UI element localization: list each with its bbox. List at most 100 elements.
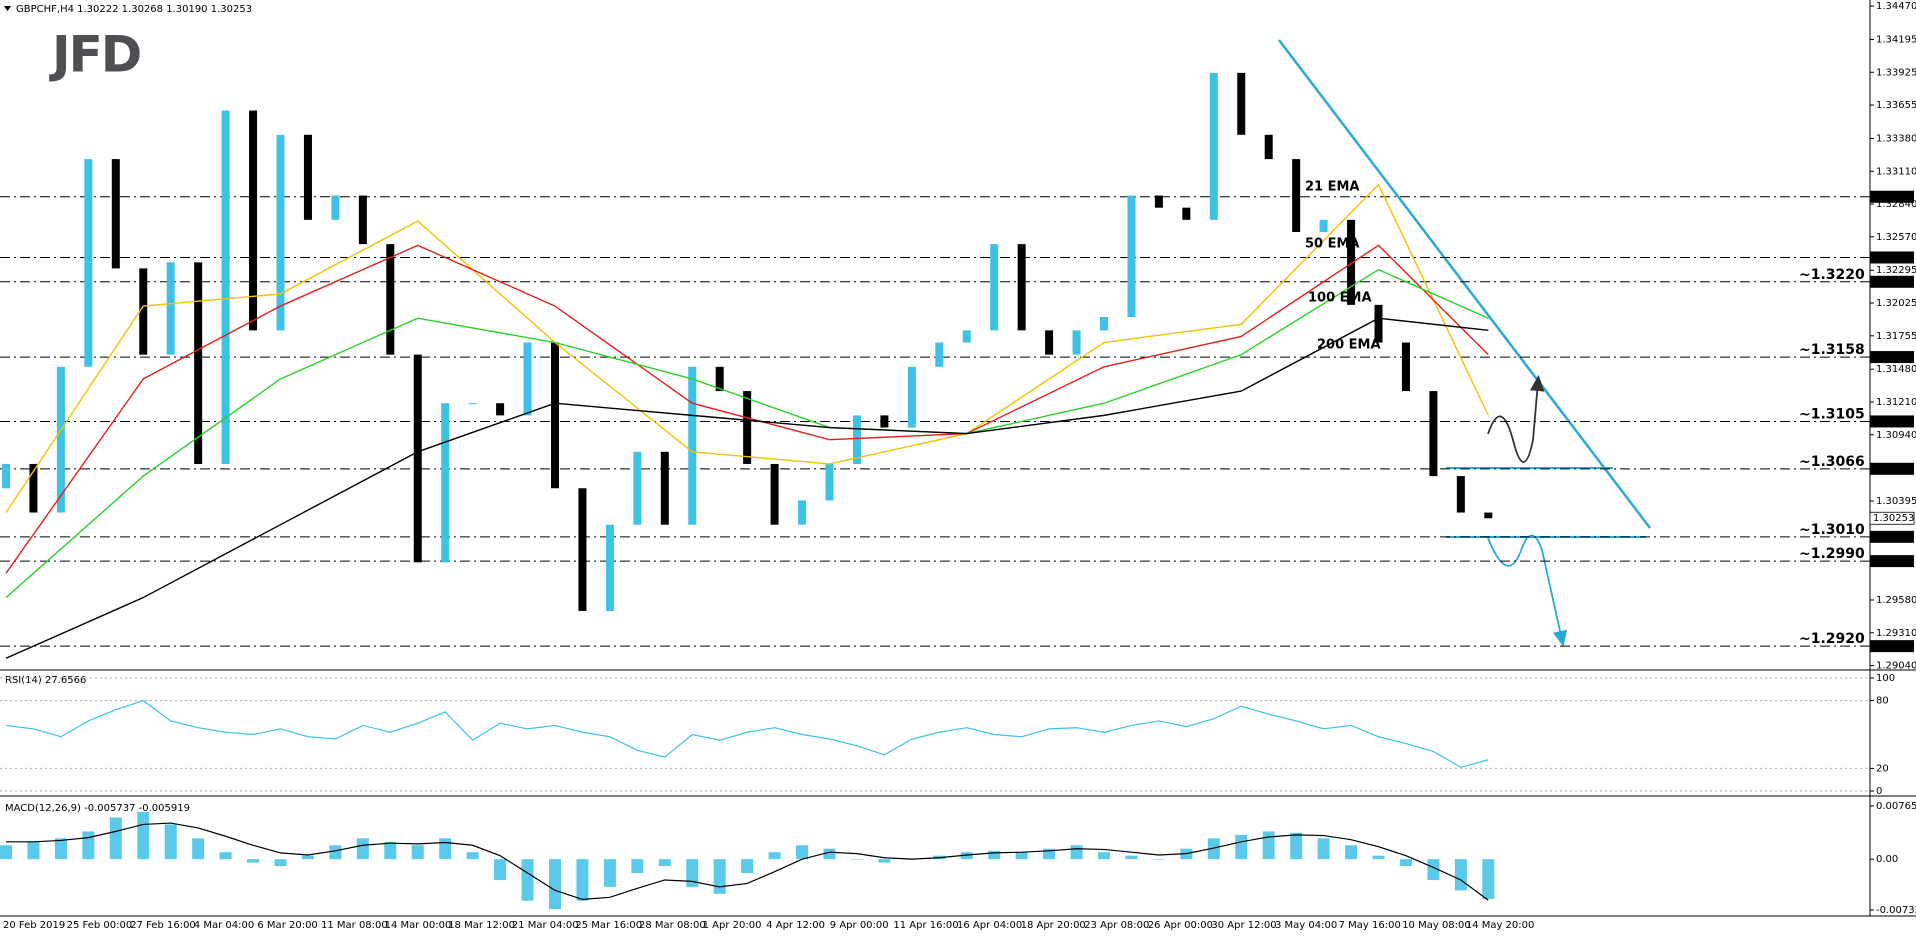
y-tick-label: 80 <box>1876 696 1889 707</box>
x-tick-label: 30 Apr 12:00 <box>1211 920 1276 931</box>
macd-bar <box>54 838 67 860</box>
macd-bar <box>384 841 397 860</box>
macd-bar <box>1125 855 1138 860</box>
current-price-label: 1.30253 <box>1873 513 1914 524</box>
candle <box>605 524 614 611</box>
level-annotation: ~1.3010 <box>1799 522 1865 538</box>
macd-bar <box>356 838 369 860</box>
macd-bar <box>1345 845 1358 860</box>
macd-bar <box>1372 855 1385 860</box>
y-tick-label: 1.30395 <box>1876 496 1916 507</box>
trendline <box>1278 39 1651 529</box>
level-label: 1.32200 <box>1873 277 1914 288</box>
level-box <box>1870 640 1914 653</box>
candle <box>880 415 889 428</box>
candle <box>139 268 148 355</box>
downside-projection <box>1487 534 1568 648</box>
macd-bar <box>1262 831 1275 860</box>
candle <box>990 244 999 331</box>
macd-bar <box>1290 832 1303 860</box>
level-box <box>1870 415 1914 428</box>
candle <box>743 391 752 464</box>
x-tick-label: 14 Mar 00:00 <box>385 920 452 931</box>
candle <box>441 403 450 563</box>
macd-bar <box>27 841 40 860</box>
level-box <box>1870 275 1914 288</box>
macd-bar <box>521 859 534 901</box>
macd-bar <box>1454 859 1467 891</box>
candle <box>715 366 724 392</box>
macd-bar <box>219 852 232 860</box>
y-tick-label: 1.30940 <box>1876 430 1916 441</box>
macd-bar <box>466 852 479 860</box>
candle <box>221 110 230 464</box>
candle <box>56 366 65 513</box>
candle <box>770 463 779 525</box>
candle <box>1072 330 1081 355</box>
macd-bar <box>439 838 452 860</box>
x-tick-label: 20 Feb 2019 <box>3 920 65 931</box>
candle <box>166 262 175 355</box>
macd-bar <box>796 845 809 860</box>
candle <box>523 342 532 416</box>
candle <box>1374 304 1383 343</box>
candle <box>1209 72 1218 220</box>
y-tick-label: 1.32840 <box>1876 199 1916 210</box>
candle <box>1182 207 1191 220</box>
candle <box>468 403 477 405</box>
ema-line <box>5 183 1489 513</box>
candle <box>331 195 340 220</box>
level-annotation: ~1.3066 <box>1799 454 1865 470</box>
macd-bar <box>1427 859 1440 880</box>
candle <box>1264 134 1273 160</box>
macd-bar <box>960 852 973 860</box>
macd-bar <box>274 859 287 867</box>
macd-bar <box>1482 859 1495 899</box>
candle <box>1347 219 1356 305</box>
candle <box>578 488 587 611</box>
x-tick-label: 10 May 08:00 <box>1402 920 1471 931</box>
x-tick-label: 4 Mar 04:00 <box>194 920 254 931</box>
x-tick-label: 26 Apr 00:00 <box>1148 920 1213 931</box>
macd-bar <box>82 831 95 860</box>
x-tick-label: 6 Mar 20:00 <box>257 920 317 931</box>
macd-bar <box>1070 845 1083 860</box>
candle <box>907 366 916 428</box>
macd-bar <box>247 859 260 863</box>
level-box <box>1870 351 1914 364</box>
x-tick-label: 25 Mar 16:00 <box>575 920 642 931</box>
y-tick-label: 1.33655 <box>1876 100 1916 111</box>
candle <box>1154 195 1163 208</box>
x-tick-label: 27 Feb 16:00 <box>130 920 196 931</box>
macd-bar <box>768 852 781 860</box>
x-tick-label: 9 Apr 00:00 <box>830 920 889 931</box>
macd-bar <box>329 845 342 860</box>
level-annotation: ~1.2920 <box>1799 631 1865 647</box>
candle <box>935 342 944 367</box>
candle <box>413 354 422 563</box>
macd-bar <box>850 859 863 860</box>
macd-bar <box>823 848 836 860</box>
level-label: 1.31050 <box>1873 416 1914 427</box>
panel-title: RSI(14) 27.6566 <box>5 675 86 686</box>
macd-bar <box>988 850 1001 860</box>
x-tick-label: 18 Mar 12:00 <box>448 920 515 931</box>
y-tick-label: 0.007659 <box>1876 801 1916 812</box>
candle <box>1045 330 1054 355</box>
candle <box>1237 72 1246 135</box>
y-tick-label: 1.29310 <box>1876 628 1916 639</box>
y-tick-label: 1.33925 <box>1876 67 1916 78</box>
x-tick-label: 18 Apr 20:00 <box>1021 920 1086 931</box>
candle <box>1292 159 1301 232</box>
macd-bar <box>1015 852 1028 860</box>
macd-bar <box>631 859 644 874</box>
x-tick-label: 16 Apr 04:00 <box>957 920 1022 931</box>
y-tick-label: -0.007328 <box>1876 905 1916 916</box>
level-label: 1.32900 <box>1873 192 1914 203</box>
candle <box>2 463 10 489</box>
candle <box>276 134 285 331</box>
candle <box>496 403 505 416</box>
